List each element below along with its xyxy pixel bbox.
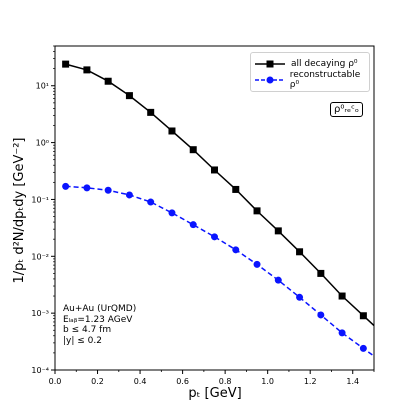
x-tick-label: 0.8 <box>219 377 232 386</box>
data-point-square <box>338 292 346 300</box>
data-point-square <box>317 269 325 277</box>
x-tick-label: 1.4 <box>346 377 359 386</box>
legend-item-reconstructable: reconstructable ρ⁰ <box>255 70 369 90</box>
data-point-circle <box>338 329 346 337</box>
data-point-circle <box>211 233 218 241</box>
x-tick-label: 0.0 <box>49 377 62 386</box>
axes-layer: 0.0 0.2 0.4 0.6 0.8 1.0 1.2 1.4 10⁻⁴ 10⁻³ 10⁻² 10⁻¹… <box>31 45 375 386</box>
data-point-circle <box>189 221 197 229</box>
y-tick-label: 10⁰ <box>36 139 49 148</box>
data-point-circle <box>125 191 133 199</box>
legend-label-reconstructable: reconstructable ρ⁰ <box>289 70 361 90</box>
data-point-circle <box>317 311 325 319</box>
data-point-square <box>147 108 155 116</box>
collision-info: Au+Au (UrQMD) Eₗₐᵦ=1.23 AGeV b ≤ 4.7 fm … <box>63 304 136 346</box>
y-tick-label: 10⁻³ <box>31 309 49 318</box>
annotation-energy: Eₗₐᵦ=1.23 AGeV <box>63 314 133 325</box>
data-point-circle <box>274 276 282 284</box>
data-point-square <box>125 92 133 100</box>
data-point-circle <box>83 184 91 192</box>
y-tick-label: 10⁻² <box>31 252 49 261</box>
data-point-square <box>189 146 197 154</box>
data-point-square <box>296 248 304 256</box>
data-point-square <box>211 166 218 174</box>
data-point-circle <box>168 209 176 217</box>
y-tick-label: 10¹ <box>36 82 49 91</box>
data-point-square <box>104 77 112 85</box>
legend-label-all: all decaying ρ⁰ <box>291 59 358 69</box>
legend-swatch-all <box>255 60 285 68</box>
data-point-circle <box>296 293 304 301</box>
series-line-0 <box>65 63 375 327</box>
annotation-rapidity: |y| ≤ 0.2 <box>63 335 102 346</box>
data-point-square <box>232 185 240 193</box>
x-axis-label: pₜ [GeV] <box>188 386 242 401</box>
y-axis-label: 1/pₜ d²N/dpₜdy [GeV⁻²] <box>12 137 27 284</box>
data-point-circle <box>104 186 112 194</box>
x-tick-label: 0.4 <box>134 377 147 386</box>
rho-reco-badge: ρ⁰ᵣₑᶜₒ <box>330 102 363 117</box>
legend-swatch-reconstructable <box>255 76 284 84</box>
x-tick-label: 1.2 <box>304 377 317 386</box>
y-tick-label: 10⁻⁴ <box>31 366 49 375</box>
annotation-impact: b ≤ 4.7 fm <box>63 325 112 335</box>
data-point-circle <box>232 246 240 254</box>
legend: all decaying ρ⁰ reconstructable ρ⁰ <box>250 52 370 92</box>
data-point-square <box>62 60 70 68</box>
series-line-1 <box>65 185 375 357</box>
x-tick-label: 1.0 <box>261 377 274 386</box>
data-point-circle <box>62 182 70 190</box>
annotation-system: Au+Au (UrQMD) <box>63 304 137 314</box>
data-point-square <box>83 66 91 74</box>
legend-item-all: all decaying ρ⁰ <box>255 57 358 71</box>
data-point-square <box>168 127 176 135</box>
data-point-circle <box>147 198 155 206</box>
data-point-circle <box>253 260 261 268</box>
data-point-square <box>274 227 282 235</box>
data-point-square <box>253 207 261 215</box>
series-layer <box>62 60 375 357</box>
data-point-square <box>359 312 367 320</box>
y-tick-label: 10⁻¹ <box>31 195 49 204</box>
x-tick-label: 0.6 <box>176 377 189 386</box>
data-point-circle <box>359 344 367 352</box>
x-tick-label: 0.2 <box>91 377 104 386</box>
